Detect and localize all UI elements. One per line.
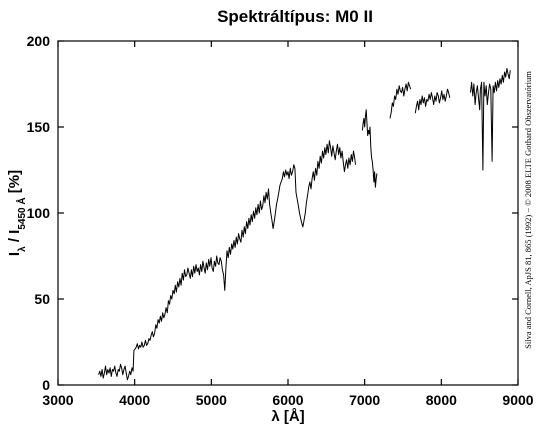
x-tick-label: 3000	[42, 392, 73, 408]
y-axis-label-lambda-sub: λ	[17, 246, 28, 252]
y-axis-label: Iλ / I5450 Å [%]	[6, 170, 28, 256]
y-axis-label-main: I	[6, 252, 23, 256]
y-axis-label-ref-sub: 5450 Å	[15, 197, 28, 229]
x-tick-label: 5000	[196, 392, 227, 408]
y-tick-label: 0	[42, 377, 50, 393]
y-tick-label: 50	[34, 291, 50, 307]
x-tick-label: 6000	[272, 392, 303, 408]
spectrum-segment-2	[361, 109, 378, 188]
x-axis-label: λ [Å]	[271, 408, 304, 425]
y-tick-label: 150	[27, 119, 51, 135]
chart-title: Spektráltípus: M0 II	[217, 7, 373, 26]
y-tick-label: 100	[27, 205, 51, 221]
spectrum-segment-4	[414, 88, 451, 114]
spectrum-series	[98, 68, 511, 381]
x-tick-label: 4000	[119, 392, 150, 408]
y-axis: 0 50 100 150 200	[27, 33, 518, 393]
y-axis-label-slash: / I	[6, 230, 23, 247]
x-tick-label: 8000	[426, 392, 457, 408]
y-tick-label: 200	[27, 33, 51, 49]
spectrum-segment-5	[470, 68, 511, 171]
x-tick-label: 9000	[502, 392, 533, 408]
spectrum-segment-3	[389, 81, 412, 119]
x-axis: 3000 4000 5000 6000 7000 8000 9000	[42, 41, 534, 408]
x-tick-label: 7000	[349, 392, 380, 408]
spectrum-segment-1	[98, 140, 356, 381]
credit-note: Silva and Cornell, ApJS 81, 865 (1992) −…	[523, 71, 533, 349]
y-axis-label-unit: [%]	[6, 170, 23, 198]
